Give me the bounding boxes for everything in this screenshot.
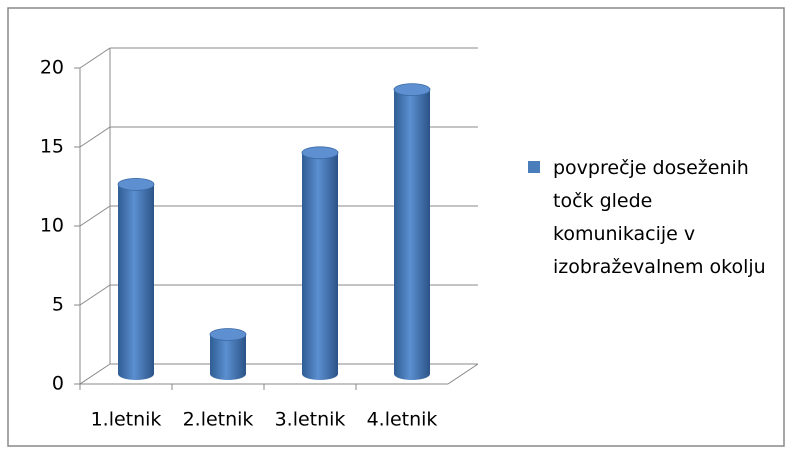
y-tick-label: 0 <box>52 373 64 395</box>
bar-top <box>301 146 339 160</box>
x-tick-label: 1.letnik <box>91 409 162 431</box>
bar <box>210 334 246 380</box>
bar-top <box>393 83 431 96</box>
x-tick-label: 3.letnik <box>275 409 346 431</box>
grid-line <box>79 47 111 69</box>
y-tick-label: 15 <box>40 136 64 158</box>
bar <box>302 152 338 380</box>
grid-line <box>79 205 111 227</box>
bar-top <box>117 177 155 191</box>
legend-label: povprečje doseženih točk glede komunikac… <box>553 157 766 278</box>
y-tick-label: 20 <box>40 57 64 79</box>
y-tick-label: 5 <box>52 294 64 316</box>
x-tick-label: 2.letnik <box>183 409 254 431</box>
bar-top <box>209 328 247 341</box>
grid-line <box>79 126 111 148</box>
axis-line <box>447 363 479 385</box>
bar <box>118 184 154 380</box>
legend-swatch <box>528 161 540 173</box>
grid-line <box>79 284 111 306</box>
grid-line <box>79 363 111 385</box>
bar <box>394 89 430 380</box>
x-tick-label: 4.letnik <box>367 409 438 431</box>
y-tick-label: 10 <box>40 215 64 237</box>
legend: povprečje doseženih točk glede komunikac… <box>528 152 768 278</box>
